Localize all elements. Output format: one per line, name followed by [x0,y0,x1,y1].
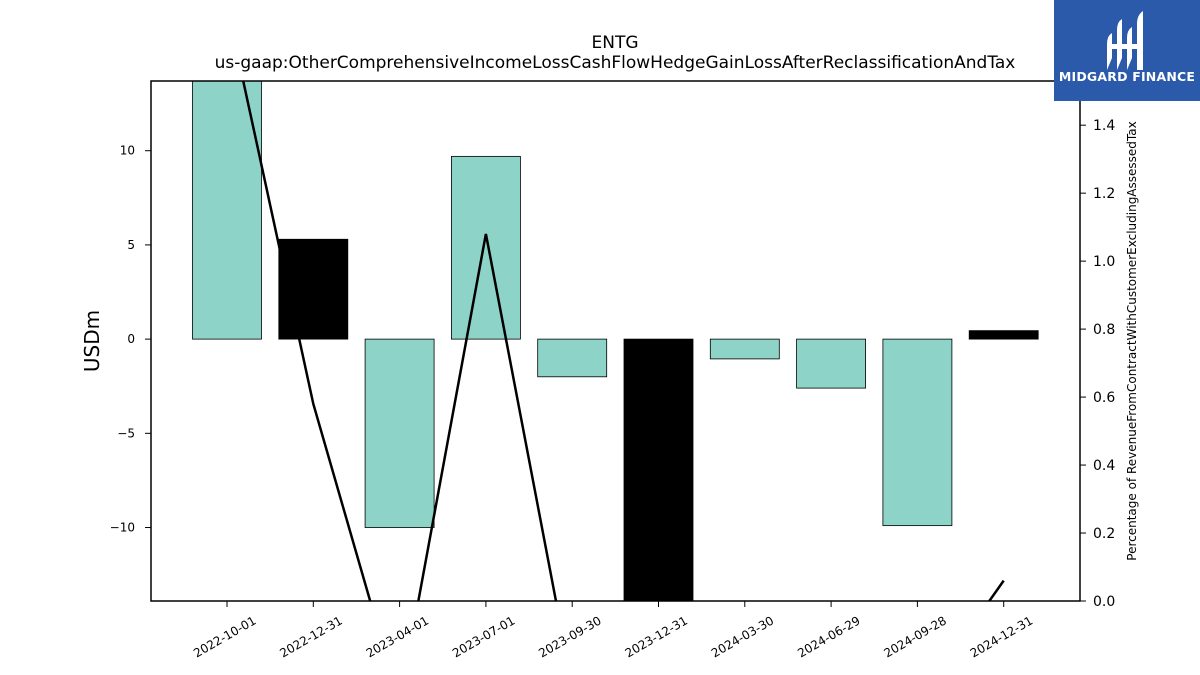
y-right-tick-label: 1.0 [1093,254,1115,270]
bar-2024-06-29 [796,338,866,389]
bar-2024-12-31 [968,330,1039,340]
x-tick-label: 2023-09-30 [536,613,603,660]
y-tick-label: 5 [127,238,135,252]
plot-frame [150,80,1081,602]
bar-2023-04-01 [364,338,435,528]
x-tick-label: 2024-06-29 [795,613,862,660]
y-right-tick-label: 1.4 [1093,118,1115,134]
chart-title: ENTG [591,33,638,53]
midgard-logo-icon [1107,11,1143,70]
logo-text: MIDGARD FINANCE [1058,69,1196,84]
x-tick-label: 2024-12-31 [968,613,1035,660]
x-tick-label: 2023-07-01 [450,613,517,660]
chart-subtitle: us-gaap:OtherComprehensiveIncomeLossCash… [215,53,1016,73]
y-axis-label-right: Percentage of RevenueFromContractWithCus… [1125,121,1139,560]
x-tick-label: 2024-03-30 [709,613,776,660]
y-right-tick-label: 0.8 [1093,322,1115,338]
y-tick-label: 10 [120,144,135,158]
y-right-tick-label: 0.0 [1093,594,1115,610]
y-right-tick-label: 0.4 [1093,458,1115,474]
brand-logo: MIDGARD FINANCE [1054,0,1200,101]
x-tick-label: 2023-12-31 [623,613,690,660]
line-series [241,81,1005,601]
y-axis-label: USDm [80,310,104,372]
y-tick-label: 0 [127,332,135,346]
bar-2023-09-30 [537,338,608,378]
y-right-tick-label: 0.2 [1093,526,1115,542]
bar-2022-12-31 [278,238,349,340]
bar-2024-03-30 [709,338,780,360]
x-tick-label: 2024-09-28 [881,613,948,660]
x-tick-label: 2023-04-01 [364,613,431,660]
line-segment [241,81,558,601]
x-axis: 2022-10-01 2022-12-31 2023-04-01 2023-07-01… [191,601,1035,660]
y-right-tick-label: 1.2 [1093,186,1115,202]
y-axis-left: 10 5 0 −5 −10 [110,144,151,535]
bar-2023-12-31 [623,338,694,601]
y-right-tick-label: 0.6 [1093,390,1115,406]
bar-2023-07-01 [450,155,521,340]
y-tick-label: −10 [110,521,135,535]
bar-2022-10-01 [192,81,262,340]
x-tick-label: 2022-10-01 [191,613,258,660]
y-axis-right: 0.0 0.2 0.4 0.6 0.8 1.0 1.2 1.4 [1080,118,1115,610]
bars [192,81,1039,601]
bar-2024-09-28 [882,338,953,527]
x-tick-label: 2022-12-31 [277,613,344,660]
y-tick-label: −5 [117,426,135,440]
